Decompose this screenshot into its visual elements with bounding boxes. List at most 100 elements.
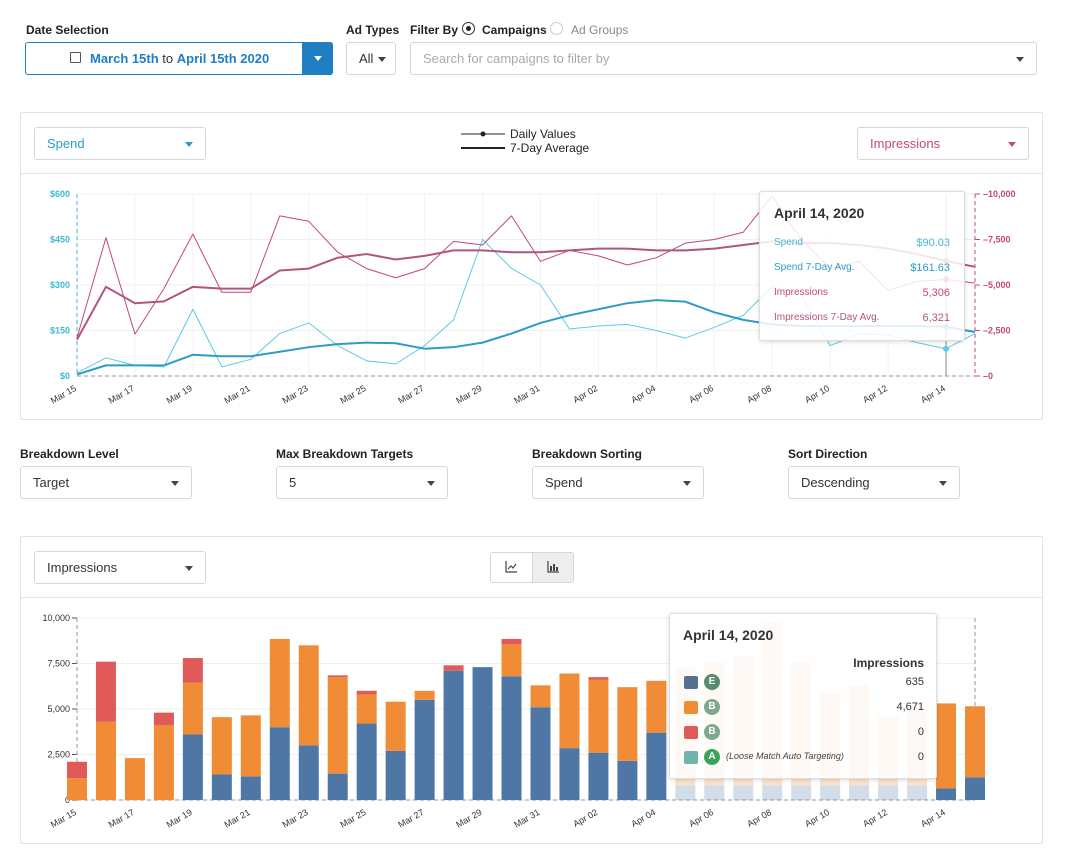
- tooltip-row-label: Spend: [774, 237, 803, 248]
- max-targets-select[interactable]: 5: [276, 466, 448, 499]
- bar-segment: [936, 788, 957, 800]
- x-tick-label: Mar 21: [223, 383, 252, 406]
- x-tick-label: Mar 29: [454, 807, 483, 830]
- x-tick-label: Apr 12: [861, 807, 889, 829]
- chevron-down-icon: [683, 480, 691, 486]
- bar-segment: [182, 682, 203, 735]
- x-tick-label: Apr 06: [687, 807, 715, 829]
- bar-segment: [443, 665, 464, 671]
- tooltip-row-value: $90.03: [916, 237, 950, 249]
- tooltip-row-value: 5,306: [922, 287, 950, 299]
- chevron-down-icon: [378, 56, 386, 62]
- spend-tooltip: April 14, 2020 Spend $90.03 Spend 7-Day Av…: [759, 191, 965, 341]
- chevron-down-icon: [1008, 141, 1016, 147]
- tooltip-row: Spend $90.03: [774, 237, 950, 249]
- left-tick-label: $450: [50, 235, 70, 245]
- bar-segment: [559, 673, 580, 749]
- bar-segment: [501, 638, 522, 645]
- date-range-picker[interactable]: March 15th to April 15th 2020: [25, 42, 333, 75]
- x-tick-label: Mar 23: [280, 383, 309, 406]
- chevron-down-icon: [939, 480, 947, 486]
- bar-segment: [269, 638, 290, 728]
- breakdown-tooltip-title: April 14, 2020: [683, 627, 774, 643]
- bar-chart-icon: [547, 561, 559, 573]
- tooltip-row-label: Impressions 7-Day Avg.: [774, 312, 880, 323]
- tooltip-row: Spend 7-Day Avg. $161.63: [774, 262, 950, 274]
- bar-segment: [530, 707, 551, 800]
- line-chart-button[interactable]: [491, 553, 532, 582]
- chevron-down-icon: [314, 56, 322, 61]
- search-placeholder: Search for campaigns to filter by: [423, 51, 610, 66]
- x-tick-label: Mar 19: [165, 383, 194, 406]
- bar-segment: [849, 785, 870, 800]
- bar-segment: [67, 761, 87, 779]
- date-dropdown-button[interactable]: [302, 42, 333, 75]
- bar-segment: [936, 703, 957, 789]
- tooltip-row: Impressions 5,306: [774, 287, 950, 299]
- right-tick-label: –10,000: [983, 189, 1016, 199]
- bar-segment: [414, 690, 435, 700]
- bar-segment: [501, 676, 522, 800]
- tooltip-row-value: $161.63: [910, 262, 950, 274]
- x-tick-label: Apr 08: [745, 383, 773, 405]
- right-tick-label: –5,000: [983, 280, 1011, 290]
- breakdown-metric-select[interactable]: Impressions: [34, 551, 206, 584]
- x-tick-label: Mar 21: [223, 807, 252, 830]
- bar-segment: [95, 661, 116, 722]
- tooltip-row: Impressions 7-Day Avg. 6,321: [774, 312, 950, 324]
- breakdown-metric-value: Impressions: [47, 560, 118, 575]
- calendar-icon: [70, 52, 81, 63]
- target-value: 0: [917, 726, 924, 738]
- campaign-search-input[interactable]: Search for campaigns to filter by: [410, 42, 1037, 75]
- x-tick-label: Mar 17: [107, 807, 136, 830]
- chevron-down-icon: [171, 480, 179, 486]
- y-tick-label: 10,000: [42, 613, 70, 623]
- date-end: April 15th 2020: [176, 51, 270, 66]
- right-metric-value: Impressions: [870, 136, 941, 151]
- bar-segment: [559, 748, 580, 800]
- target-badge: B: [704, 699, 720, 715]
- right-tick-label: –7,500: [983, 235, 1011, 245]
- bar-segment: [240, 776, 261, 800]
- left-metric-select[interactable]: Spend: [34, 127, 206, 160]
- bar-segment: [385, 750, 406, 800]
- bar-segment: [124, 758, 145, 800]
- target-value: 4,671: [896, 701, 924, 713]
- x-tick-label: Mar 17: [107, 383, 136, 406]
- left-metric-value: Spend: [47, 136, 85, 151]
- sort-direction-select[interactable]: Descending: [788, 466, 960, 499]
- breakdown-tooltip: April 14, 2020 Impressions E 635 B 4,671 B 0 A…: [669, 613, 937, 779]
- bar-segment: [588, 752, 609, 800]
- breakdown-tooltip-header: Impressions: [853, 656, 924, 670]
- line-chart-icon: [505, 561, 517, 573]
- y-tick-label: 5,000: [47, 704, 70, 714]
- max-targets-label: Max Breakdown Targets: [276, 447, 414, 461]
- x-tick-label: Apr 10: [803, 383, 831, 405]
- right-metric-select[interactable]: Impressions: [857, 127, 1029, 160]
- bar-segment: [617, 687, 638, 761]
- legend-lines: [461, 131, 505, 149]
- bar-segment: [733, 785, 754, 800]
- bar-segment: [617, 760, 638, 800]
- breakdown-level-select[interactable]: Target: [20, 466, 192, 499]
- bar-segment: [356, 690, 377, 695]
- chevron-down-icon: [185, 141, 193, 147]
- right-tick-label: –0: [983, 371, 993, 381]
- x-tick-label: Apr 08: [745, 807, 773, 829]
- radio-ad-groups[interactable]: [550, 22, 563, 35]
- bar-segment: [472, 667, 493, 800]
- tooltip-row-label: Impressions: [774, 287, 828, 298]
- breakdown-sorting-select[interactable]: Spend: [532, 466, 704, 499]
- x-tick-label: Apr 14: [919, 807, 947, 829]
- bar-chart-button[interactable]: [532, 553, 573, 582]
- ad-types-select[interactable]: All: [346, 42, 396, 75]
- bar-segment: [153, 712, 174, 726]
- breakdown-tooltip-row: E 635: [682, 674, 924, 692]
- target-badge: E: [704, 674, 720, 690]
- series-swatch: [684, 701, 698, 714]
- bar-segment: [878, 785, 899, 800]
- bar-segment: [67, 778, 87, 800]
- filter-by-label: Filter By: [410, 23, 459, 37]
- radio-campaigns[interactable]: [462, 22, 475, 35]
